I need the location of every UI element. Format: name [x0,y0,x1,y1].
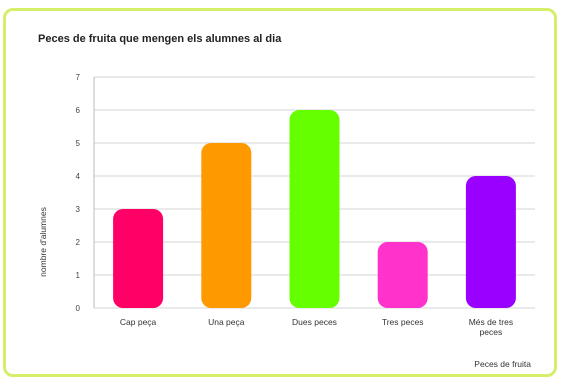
bar [289,110,340,308]
x-tick-label: Tres peces [382,317,424,327]
bar [377,242,428,308]
y-axis-title: nombre d'alumnes [38,207,48,277]
chart-frame [3,8,557,377]
x-tick-label: Dues peces [292,317,337,327]
y-tick-label: 7 [76,73,81,82]
chart-title: Peces de fruita que mengen els alumnes a… [38,33,282,45]
y-tick-label: 5 [76,139,81,148]
x-tick-labels: Cap peça Una peça Dues peces Tres peces Més … [120,317,513,337]
y-tick-label: 3 [76,205,81,214]
x-tick-label: Una peça [208,317,245,327]
y-tick-labels: 0 1 2 3 4 5 6 7 [76,73,81,313]
y-tick-label: 0 [76,304,81,313]
x-tick-label: Cap peça [120,317,157,327]
x-tick-label: Més de tres peces [469,317,513,337]
bar [201,143,252,308]
y-tick-label: 4 [76,172,81,181]
bar [465,176,516,308]
bar [113,209,164,308]
bars [113,110,516,308]
y-tick-label: 6 [76,106,81,115]
y-tick-label: 1 [76,271,81,280]
x-axis-title: Peces de fruita [474,359,531,369]
y-tick-label: 2 [76,238,81,247]
